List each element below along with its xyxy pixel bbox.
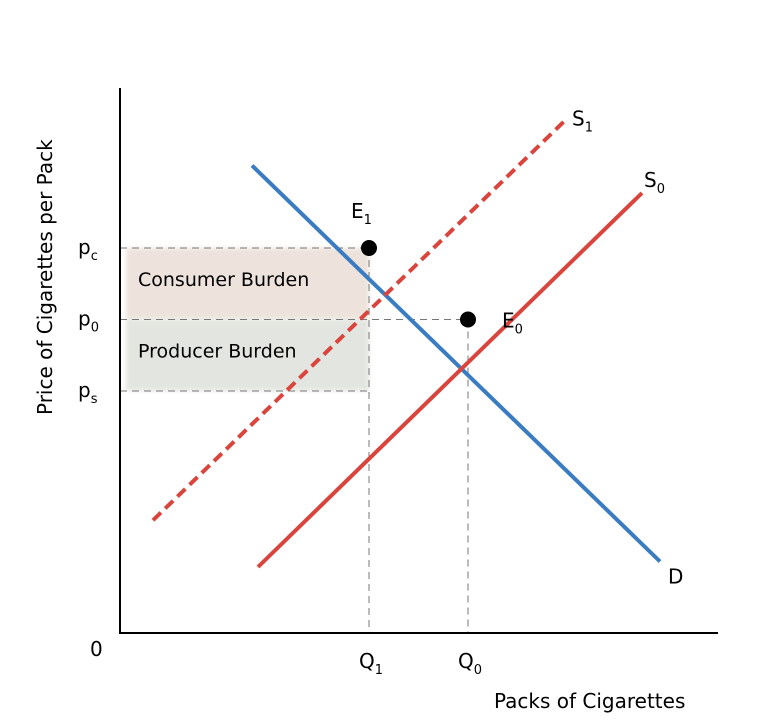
y-tick-p0: p0 bbox=[78, 307, 99, 336]
burden-regions: Consumer Burden Producer Burden bbox=[126, 248, 369, 391]
curve-label-S1: S1 bbox=[572, 107, 593, 136]
chart-labels: 0 Packs of Cigarettes Price of Cigarette… bbox=[33, 107, 685, 714]
origin-label: 0 bbox=[90, 637, 103, 661]
y-axis-title: Price of Cigarettes per Pack bbox=[33, 139, 57, 415]
region-producer-burden bbox=[126, 319, 369, 391]
region-label-producer: Producer Burden bbox=[138, 341, 297, 363]
curve-S0 bbox=[256, 191, 644, 569]
curve-label-D: D bbox=[668, 565, 683, 589]
curves bbox=[151, 120, 662, 569]
point-E1 bbox=[361, 240, 377, 256]
y-tick-ps: ps bbox=[78, 378, 98, 407]
curve-label-S0: S0 bbox=[644, 168, 665, 197]
region-label-consumer: Consumer Burden bbox=[138, 269, 309, 291]
curve-D bbox=[250, 164, 662, 563]
axes bbox=[119, 88, 718, 634]
point-label-E1: E1 bbox=[351, 199, 372, 228]
x-tick-Q0: Q0 bbox=[458, 649, 482, 678]
x-axis-title: Packs of Cigarettes bbox=[494, 689, 685, 713]
equilibrium-points bbox=[361, 240, 476, 328]
region-consumer-burden bbox=[126, 248, 369, 320]
curve-S1 bbox=[151, 120, 566, 522]
x-tick-Q1: Q1 bbox=[359, 649, 383, 678]
y-tick-pc: pc bbox=[78, 235, 98, 264]
point-label-E0: E0 bbox=[502, 309, 523, 338]
point-E0 bbox=[460, 311, 476, 328]
